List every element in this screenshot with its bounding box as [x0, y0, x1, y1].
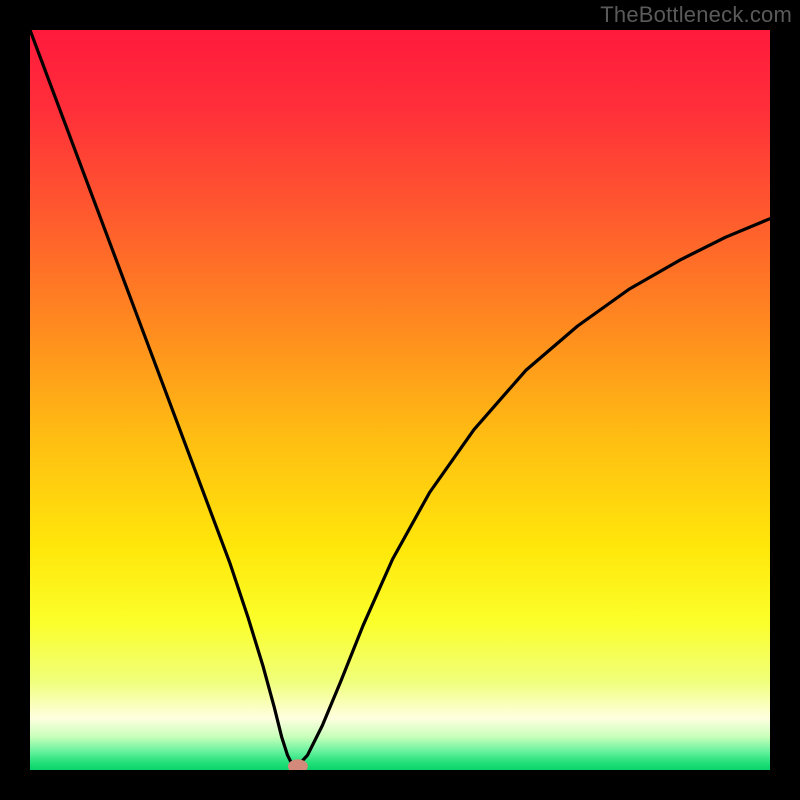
bottleneck-chart [0, 0, 800, 800]
chart-container: TheBottleneck.com [0, 0, 800, 800]
watermark-text: TheBottleneck.com [600, 2, 792, 28]
chart-background [30, 30, 770, 770]
